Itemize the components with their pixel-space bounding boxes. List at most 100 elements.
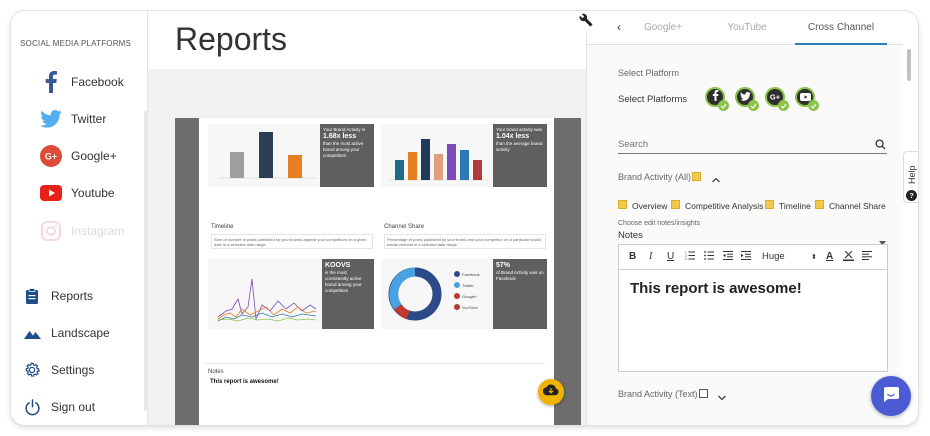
chart-bar (434, 154, 443, 180)
channel-share-chart: Facebook Twitter Google+ YouTube (381, 259, 493, 329)
chart-bar (259, 132, 273, 178)
summary-sub: than the most active brand among your co… (323, 141, 364, 158)
brand-activity-text-label: Brand Activity (Text) (618, 389, 698, 399)
main-content: Reports Your Brand Activity is 1.68x les… (148, 11, 586, 425)
competitive-analysis-checkbox[interactable] (671, 200, 680, 209)
sidebar-item-label: Instagram (71, 224, 125, 238)
sidebar-item-sign-out[interactable]: Sign out (11, 393, 148, 421)
nav-item-label: Reports (51, 289, 94, 303)
bold-button[interactable]: B (629, 251, 637, 262)
page-title: Reports (175, 21, 288, 57)
summary-value: 1.68x less (323, 133, 357, 140)
highlight-button[interactable] (843, 250, 854, 264)
timeline-chart (208, 259, 322, 329)
sidebar-item-label: Google+ (71, 149, 117, 163)
panel-scrollbar-thumb[interactable] (907, 49, 911, 81)
gear-icon (22, 360, 42, 380)
report-preview-page[interactable]: Your Brand Activity is 1.68x less than t… (199, 118, 554, 425)
channel-share-description: Percentage of posts published by your br… (384, 234, 546, 249)
check-icon (808, 100, 819, 111)
text-color-button[interactable]: A (826, 251, 834, 262)
platform-toggle-youtube[interactable] (795, 87, 819, 111)
search-icon[interactable] (875, 137, 886, 155)
sidebar-item-youtube[interactable]: Youtube (11, 178, 148, 208)
help-icon: ? (906, 188, 917, 206)
svg-text:G+: G+ (45, 152, 57, 162)
tab-google-plus[interactable]: Google+ (643, 22, 683, 33)
svg-text:?: ? (909, 191, 914, 200)
tab-cross-channel[interactable]: Cross Channel (807, 22, 875, 33)
overview-checkbox[interactable] (618, 200, 627, 209)
summary-pct: 57% (496, 262, 511, 269)
power-icon (22, 397, 42, 417)
font-size-arrows-icon[interactable]: ⬍ (811, 254, 817, 261)
chevron-up-icon[interactable] (711, 171, 721, 189)
summary-headline: Your Brand Activity is (323, 127, 366, 132)
twitter-icon (39, 107, 63, 131)
facebook-icon (39, 70, 63, 94)
sidebar-scrollbar[interactable] (144, 111, 147, 411)
instagram-icon (39, 219, 63, 243)
chart-bar (473, 160, 482, 180)
notes-select[interactable]: Notes (618, 230, 888, 246)
platform-toggle-twitter[interactable] (735, 87, 759, 111)
brand-activity-all-label: Brand Activity (All) (618, 172, 692, 182)
chart-bar (395, 160, 404, 180)
channel-share-checkbox[interactable] (815, 200, 824, 209)
timeline-checkbox[interactable] (765, 200, 774, 209)
legend-twitter: Twitter (462, 283, 474, 288)
competitive-chart (381, 124, 493, 187)
timeline-summary: KOOVS is the most consistently active br… (322, 259, 374, 329)
search-input[interactable] (618, 139, 868, 150)
sidebar: SOCIAL MEDIA PLATFORMS Facebook Twitter … (11, 11, 148, 425)
outdent-button[interactable] (723, 251, 733, 263)
panel-scrollbar-track (905, 11, 918, 425)
twitter-icon (739, 88, 751, 106)
channel-share-donut: Facebook Twitter Google+ YouTube (388, 267, 480, 321)
tab-youtube[interactable]: YouTube (727, 22, 767, 33)
underline-button[interactable]: U (667, 251, 675, 262)
help-label: Help (907, 165, 917, 184)
tabs-prev-button[interactable]: ‹ (617, 20, 621, 34)
platform-toggle-facebook[interactable] (705, 87, 729, 111)
help-tab[interactable]: ? Help (903, 151, 918, 203)
timeline-label: Timeline (211, 224, 234, 230)
overview-chart-svg (218, 132, 316, 179)
cloud-download-icon (542, 383, 559, 401)
select-platforms-text: Select Platforms (618, 94, 688, 105)
check-icon (718, 100, 729, 111)
sidebar-item-settings[interactable]: Settings (11, 356, 148, 384)
chart-bar (460, 150, 469, 180)
google-plus-icon: G+ (39, 144, 63, 168)
indent-button[interactable] (741, 251, 751, 263)
legend-youtube: YouTube (462, 305, 478, 310)
bullet-list-button[interactable] (704, 251, 714, 263)
chart-bar (408, 152, 417, 180)
wrench-button[interactable] (573, 11, 599, 33)
sidebar-item-facebook[interactable]: Facebook (11, 67, 148, 97)
italic-button[interactable]: I (649, 251, 653, 262)
platform-toggle-google-plus[interactable]: G+ (765, 87, 789, 111)
youtube-icon (799, 88, 811, 106)
download-button[interactable] (538, 379, 564, 405)
google-plus-icon: G+ (769, 88, 781, 106)
sidebar-item-landscape[interactable]: Landscape (11, 319, 148, 347)
brand-activity-all-checkbox[interactable] (692, 172, 701, 181)
align-button[interactable] (862, 251, 872, 263)
nav-item-label: Sign out (51, 400, 96, 414)
notes-divider (205, 363, 545, 364)
chat-button[interactable] (871, 376, 911, 416)
chart-bar (230, 152, 244, 178)
sidebar-item-instagram[interactable]: Instagram (11, 216, 148, 246)
settings-panel: ‹ Google+ YouTube Cross Channel › Select… (573, 11, 918, 425)
chevron-down-icon[interactable] (717, 389, 727, 407)
brand-activity-text-checkbox[interactable] (699, 389, 708, 398)
sidebar-item-google-plus[interactable]: G+ Google+ (11, 141, 148, 171)
nav-item-label: Landscape (51, 326, 110, 340)
sidebar-item-twitter[interactable]: Twitter (11, 104, 148, 134)
font-size-select[interactable]: Huge (762, 251, 785, 262)
editor-content[interactable]: This report is awesome! (630, 280, 802, 297)
sidebar-item-reports[interactable]: Reports (11, 282, 148, 310)
